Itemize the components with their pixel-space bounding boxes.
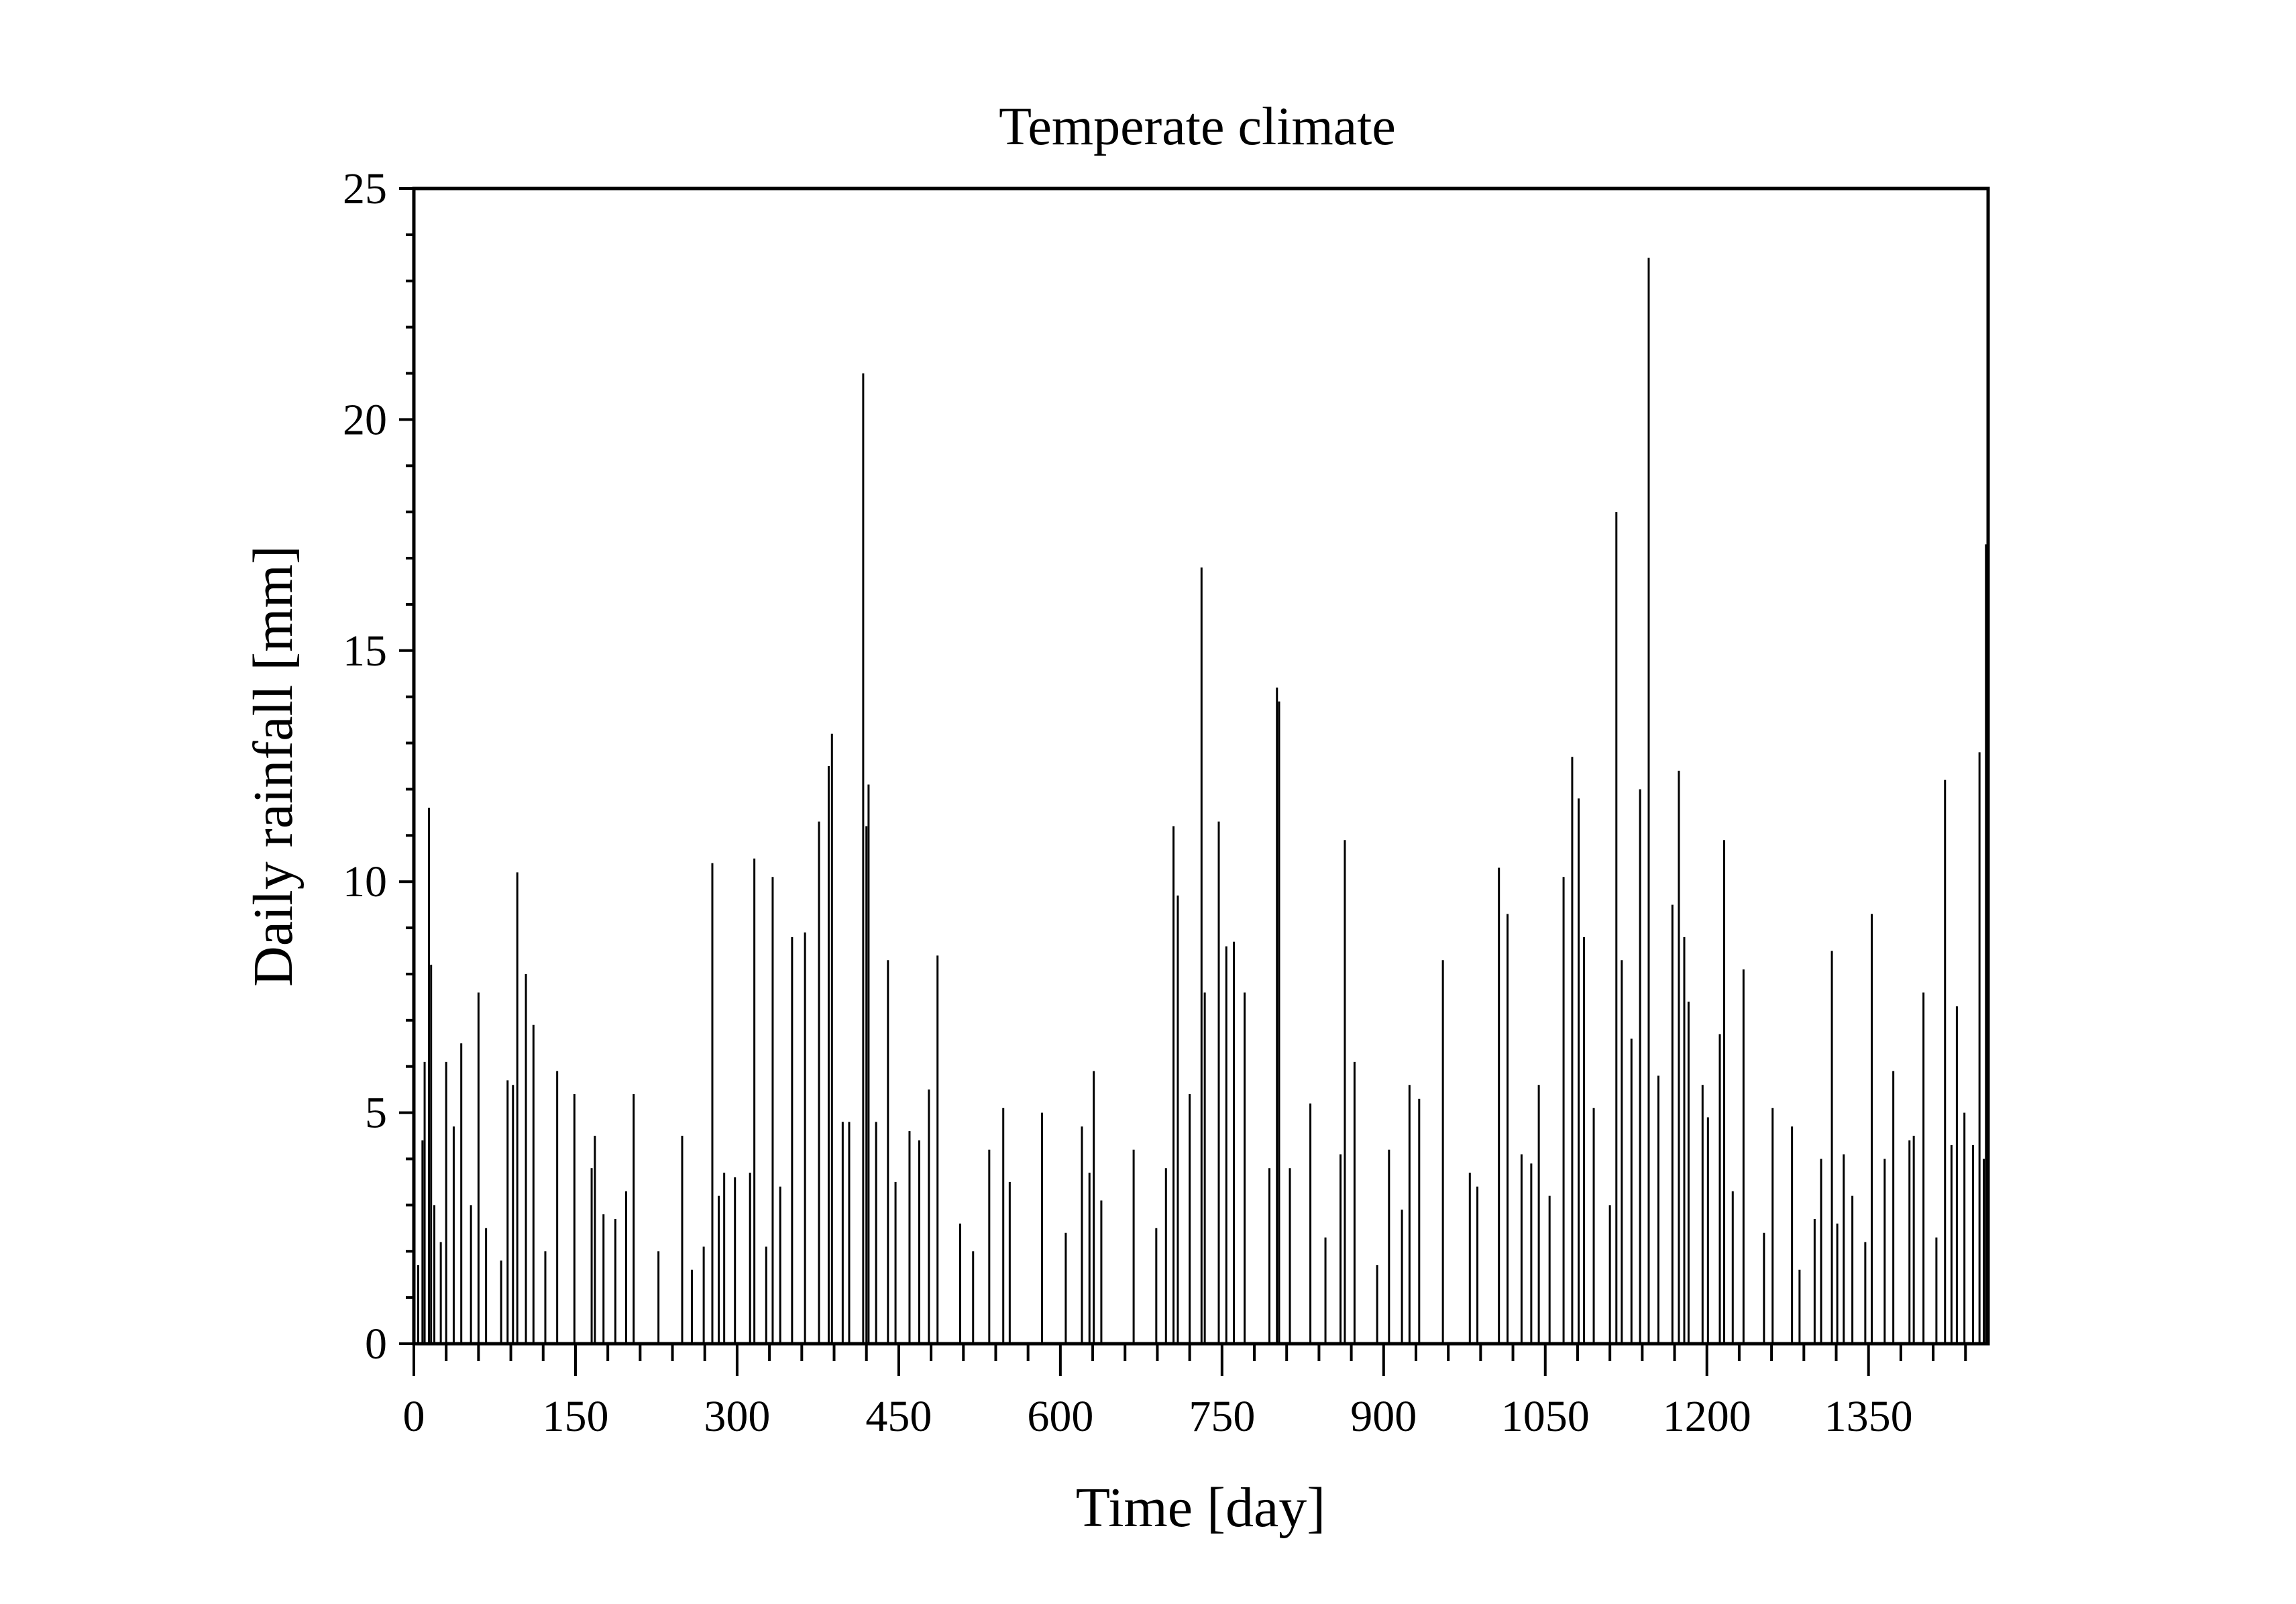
x-tick-label: 1350 xyxy=(1824,1392,1913,1441)
chart-title: Temperate climate xyxy=(999,97,1396,156)
y-tick-label: 15 xyxy=(343,627,387,676)
y-tick-label: 25 xyxy=(343,164,387,213)
x-tick-label: 300 xyxy=(704,1392,770,1441)
x-tick-label: 150 xyxy=(542,1392,608,1441)
x-tick-label: 750 xyxy=(1189,1392,1255,1441)
y-tick-label: 20 xyxy=(343,395,387,444)
x-tick-label: 1050 xyxy=(1501,1392,1590,1441)
x-axis-label: Time [day] xyxy=(1076,1477,1326,1539)
x-tick-label: 450 xyxy=(865,1392,932,1441)
y-tick-label: 10 xyxy=(343,857,387,906)
x-tick-label: 0 xyxy=(403,1392,425,1441)
y-axis-label: Daily rainfall [mm] xyxy=(242,545,305,987)
y-tick-label: 5 xyxy=(365,1089,387,1138)
axes: 0 5 10 15 20 25 0 150 300 450 600 750 900 1050 1200 135… xyxy=(343,164,1990,1441)
x-tick-label: 600 xyxy=(1027,1392,1093,1441)
y-tick-label: 0 xyxy=(365,1320,387,1369)
plot-frame xyxy=(412,186,1990,1346)
x-tick-label: 1200 xyxy=(1663,1392,1751,1441)
x-tick-label: 900 xyxy=(1350,1392,1417,1441)
bars xyxy=(417,258,1987,1344)
